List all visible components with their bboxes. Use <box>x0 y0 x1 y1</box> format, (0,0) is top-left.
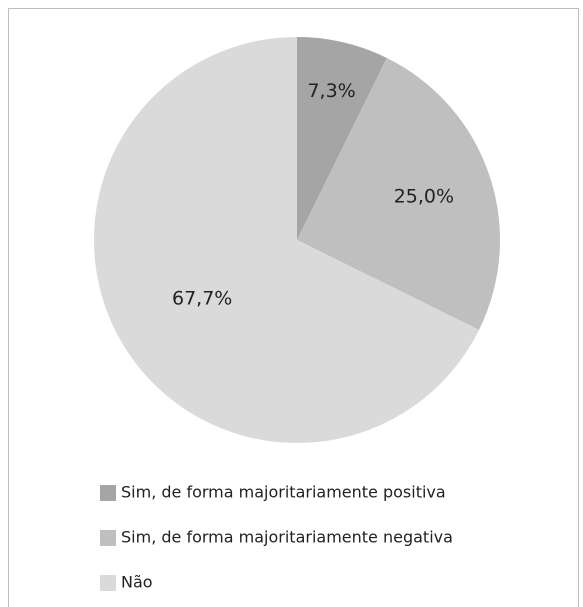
pie-slice <box>94 37 480 443</box>
pie-slice <box>297 37 387 240</box>
value-label: 25,0% <box>394 185 454 207</box>
legend-label: Não <box>121 573 153 592</box>
value-label: 67,7% <box>172 287 232 309</box>
legend-swatch <box>100 530 116 546</box>
legend-label: Sim, de forma majoritariamente positiva <box>121 483 446 502</box>
value-label: 7,3% <box>307 80 355 102</box>
legend-swatch <box>100 485 116 501</box>
pie-slice <box>297 57 500 330</box>
legend-swatch <box>100 575 116 591</box>
legend-label: Sim, de forma majoritariamente negativa <box>121 528 453 547</box>
